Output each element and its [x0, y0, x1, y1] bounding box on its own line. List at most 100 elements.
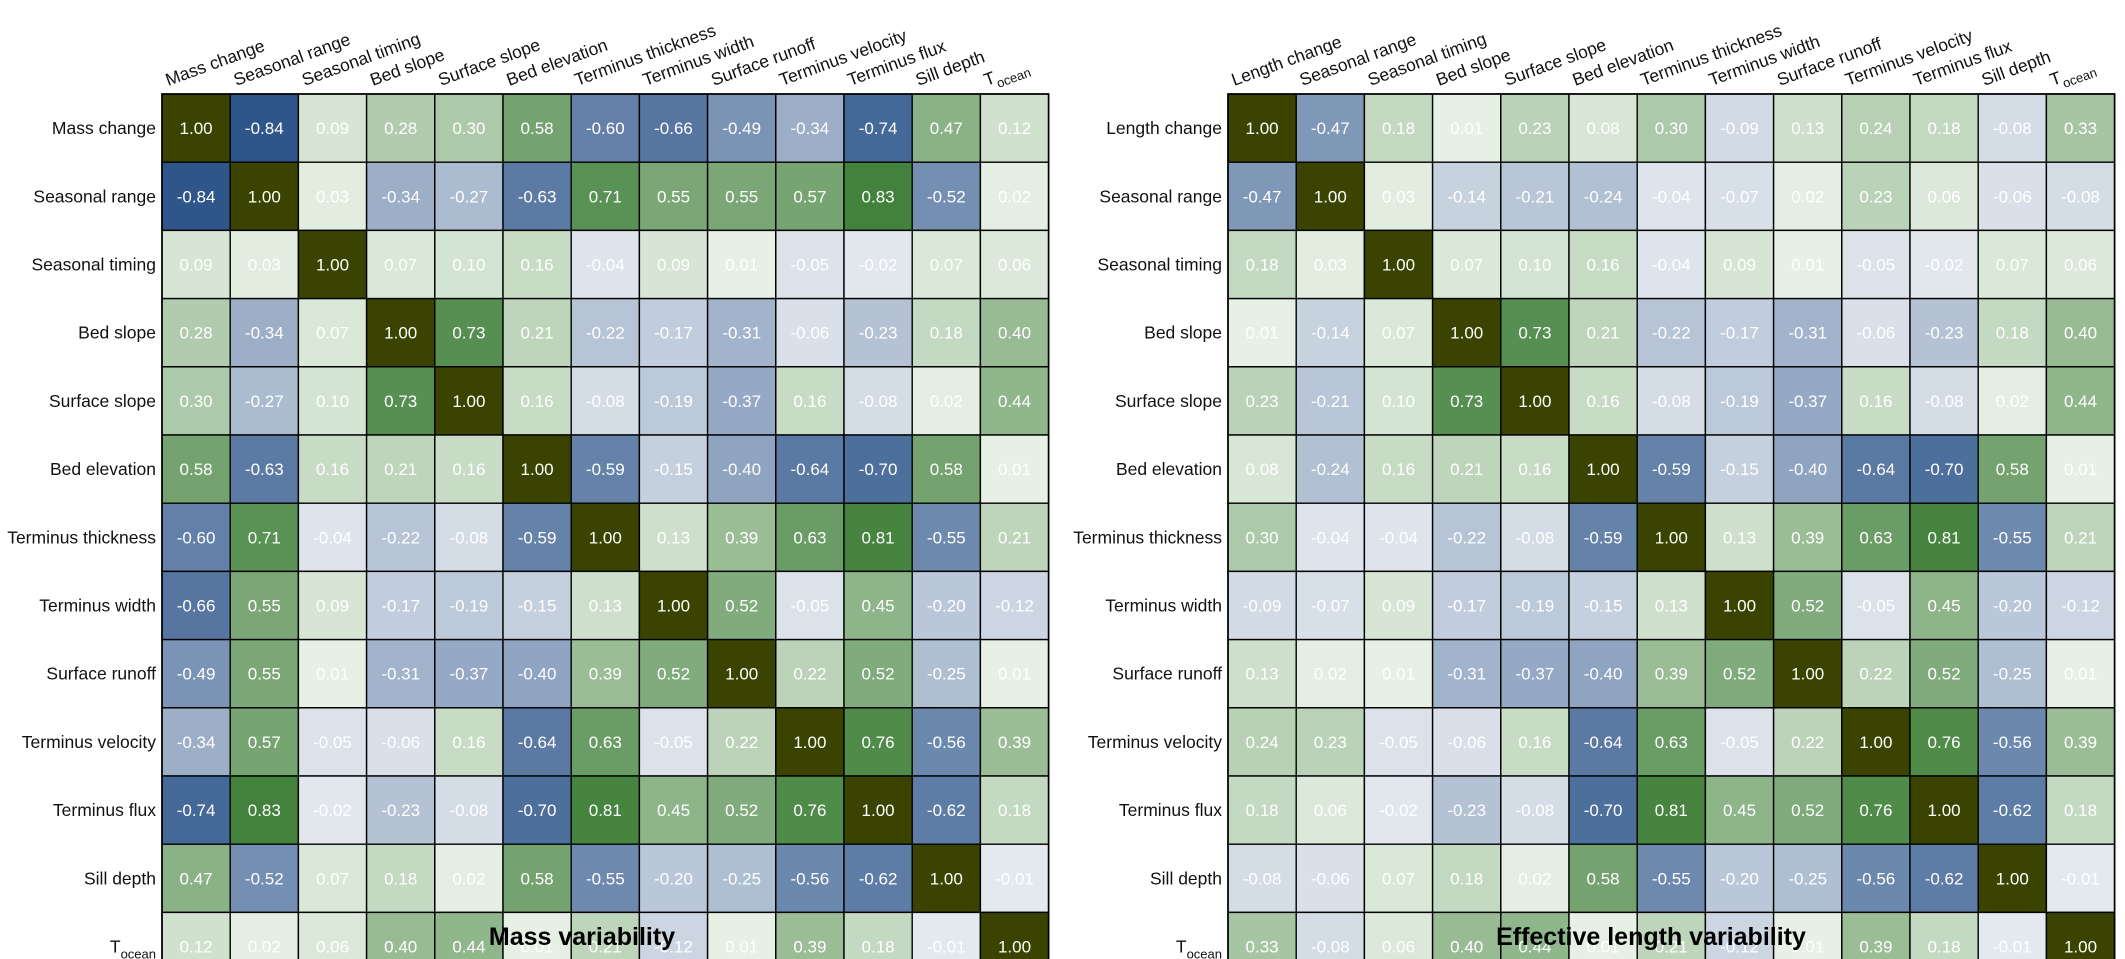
heatmap-cell: [365, 502, 436, 573]
cell-value-label: 0.52: [725, 597, 758, 616]
cell-value-label: -0.01: [927, 938, 966, 957]
heatmap-cell: [1909, 707, 1979, 777]
heatmap-cell: [911, 638, 982, 709]
heatmap-cell: [911, 911, 982, 959]
cell-value-label: 1.00: [1450, 324, 1483, 343]
column-label-t-ocean: Tocean: [2047, 55, 2099, 94]
cell-value-label: 0.18: [1382, 119, 1415, 138]
row-label-terminus-width: Terminus width: [1105, 596, 1222, 616]
heatmap-cell: [1295, 297, 1366, 368]
heatmap-cell: [638, 434, 709, 504]
cell-value-label: 0.21: [1587, 324, 1620, 343]
heatmap-cell: [1500, 229, 1570, 300]
heatmap-cell: [2045, 843, 2116, 914]
cell-value-label: 0.13: [1791, 119, 1824, 138]
cell-value-label: 0.39: [793, 938, 826, 957]
heatmap-cell: [1977, 638, 2048, 709]
cell-value-label: 0.52: [1791, 597, 1824, 616]
cell-value-label: 0.18: [1450, 869, 1483, 888]
row-label-t-ocean: Tocean: [110, 937, 156, 959]
heatmap-cell: [638, 570, 709, 641]
cell-value-label: 1.00: [862, 801, 895, 820]
row-label-surface-slope: Surface slope: [1115, 391, 1222, 411]
cell-value-label: 0.58: [930, 460, 963, 479]
cell-value-label: 0.03: [248, 256, 281, 275]
cell-value-label: 0.63: [1655, 733, 1688, 752]
cell-value-label: -0.84: [177, 187, 216, 206]
heatmap-cell: [911, 297, 982, 368]
cell-value-label: 0.45: [657, 801, 690, 820]
heatmap-cell: [1295, 93, 1366, 163]
cell-value-label: -0.06: [381, 733, 420, 752]
heatmap-cell: [434, 502, 504, 573]
heatmap-cell: [1431, 911, 1502, 959]
heatmap-cell: [1295, 161, 1366, 232]
heatmap-cell: [1295, 775, 1366, 845]
heatmap-cell: [775, 434, 845, 504]
cell-value-label: 0.52: [862, 665, 895, 684]
heatmap-cell: [911, 434, 982, 504]
cell-value-label: -0.06: [791, 324, 830, 343]
cell-value-label: 0.02: [1314, 665, 1347, 684]
cell-value-label: -0.06: [1993, 187, 2032, 206]
heatmap-cell: [2045, 161, 2116, 232]
heatmap-cell: [365, 570, 436, 641]
cell-value-label: 0.73: [452, 324, 485, 343]
cell-value-label: 0.45: [1928, 597, 1961, 616]
cell-value-label: 0.09: [1382, 597, 1415, 616]
heatmap-cell: [1636, 434, 1707, 504]
heatmap-cell: [1772, 502, 1843, 573]
cell-value-label: 0.52: [725, 801, 758, 820]
heatmap-cell: [1431, 775, 1502, 845]
cell-value-label: 0.16: [1382, 460, 1415, 479]
cell-value-label: 1.00: [1928, 801, 1961, 820]
heatmap-cell: [1772, 229, 1843, 300]
cell-value-label: 0.10: [1518, 256, 1551, 275]
cell-value-label: -0.06: [1311, 869, 1350, 888]
heatmap-cell: [1977, 707, 2048, 777]
cell-value-label: -0.62: [859, 869, 898, 888]
heatmap-cell: [638, 911, 709, 959]
heatmap-cell: [1363, 502, 1434, 573]
cell-value-label: 0.52: [657, 665, 690, 684]
heatmap-cell: [1295, 502, 1366, 573]
heatmap-cell: [1227, 570, 1297, 641]
cell-value-label: 0.07: [1382, 324, 1415, 343]
cell-value-label: 0.47: [180, 869, 213, 888]
cell-value-label: 1.00: [1791, 665, 1824, 684]
cell-value-label: 0.09: [180, 256, 213, 275]
heatmap-cell: [365, 434, 436, 504]
heatmap-cell: [979, 434, 1050, 504]
cell-value-label: 0.18: [1246, 801, 1279, 820]
cell-value-label: -0.02: [313, 801, 352, 820]
heatmap-cell: [297, 502, 368, 573]
cell-value-label: 0.39: [1655, 665, 1688, 684]
cell-value-label: 0.18: [384, 869, 417, 888]
cell-value-label: 0.83: [248, 801, 281, 820]
heatmap-cell: [706, 911, 777, 959]
heatmap-cell: [843, 297, 913, 368]
cell-value-label: -0.27: [450, 187, 489, 206]
mass-variability-heatmap: 1.00 -0.84 0.09 0.28 0.30 0.58 -0.60 -0.66 -0.49…: [7, 20, 1050, 959]
heatmap-cell: [1772, 366, 1843, 436]
heatmap-cell: [775, 297, 845, 368]
cell-value-label: 0.76: [793, 801, 826, 820]
cell-value-label: 0.08: [1587, 119, 1620, 138]
cell-value-label: 0.01: [1791, 256, 1824, 275]
cell-value-label: 0.63: [589, 733, 622, 752]
cell-value-label: 0.06: [1314, 801, 1347, 820]
cell-value-label: 0.81: [589, 801, 622, 820]
cell-value-label: 0.58: [521, 869, 554, 888]
heatmap-cell: [1500, 570, 1570, 641]
cell-value-label: -0.06: [1447, 733, 1486, 752]
heatmap-cell: [297, 434, 368, 504]
heatmap-cell: [1977, 843, 2048, 914]
heatmap-cell: [1704, 434, 1775, 504]
cell-value-label: 0.28: [384, 119, 417, 138]
heatmap-cell: [638, 843, 709, 914]
cell-value-label: 0.01: [2064, 665, 2097, 684]
row-label-seasonal-range: Seasonal range: [1099, 186, 1222, 206]
cell-value-label: -0.70: [518, 801, 557, 820]
cell-value-label: 0.02: [1996, 392, 2029, 411]
cell-value-label: 0.23: [1314, 733, 1347, 752]
